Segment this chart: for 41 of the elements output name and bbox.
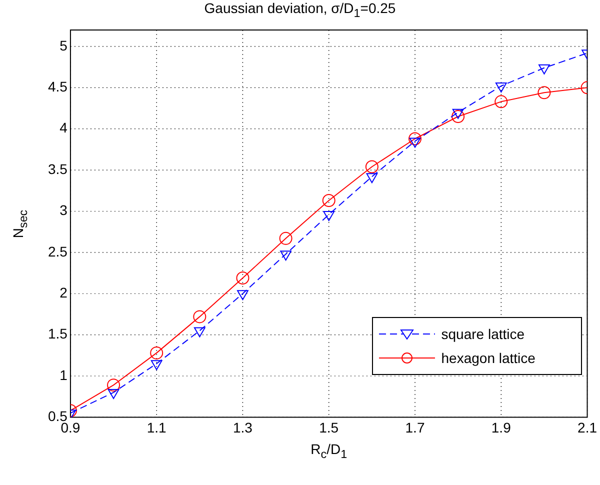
point: [409, 138, 421, 148]
point: [108, 388, 120, 399]
point: [452, 110, 465, 123]
point: [408, 132, 422, 146]
legend-label: square lattice: [441, 326, 525, 342]
y-tick-label: 1.5: [48, 326, 68, 342]
legend-label: hexagon lattice: [441, 350, 536, 366]
point: [538, 86, 551, 100]
y-tick-label: 5: [60, 37, 68, 54]
point: [237, 290, 248, 300]
point: [107, 378, 120, 392]
y-tick-label: 2.5: [48, 243, 68, 260]
y-tick-label: 3.5: [48, 160, 68, 177]
point: [150, 360, 162, 370]
point: [280, 250, 292, 261]
x-tick-label: 1.9: [491, 419, 512, 436]
chart-title: Gaussian deviation, σ/D$_{1}$=0.25: [203, 0, 397, 20]
point: [236, 271, 250, 284]
y-tick-label: 2: [60, 284, 68, 300]
point: [538, 64, 550, 74]
x-tick-label: 1.1: [146, 419, 167, 436]
x-tick-label: 1.5: [319, 419, 339, 436]
point: [150, 346, 164, 360]
x-tick-label: 1.3: [232, 419, 253, 436]
point: [323, 211, 335, 222]
point: [494, 95, 508, 108]
point: [452, 108, 464, 119]
point: [365, 160, 378, 174]
point: [322, 194, 336, 208]
point: [279, 232, 292, 245]
point: [366, 173, 378, 184]
y-tick-label: 1: [60, 366, 68, 383]
x-tick-label: 2.1: [578, 419, 598, 436]
x-tick-label: 1.7: [405, 419, 425, 436]
point: [194, 327, 206, 338]
y-tick-label: 4: [60, 120, 68, 136]
y-tick-label: 4.5: [48, 78, 68, 95]
point: [495, 82, 507, 93]
x-axis-title: R$_{c}$/D$_{1}$: [310, 441, 348, 461]
y-tick-label: 3: [60, 202, 68, 218]
point: [193, 310, 206, 324]
